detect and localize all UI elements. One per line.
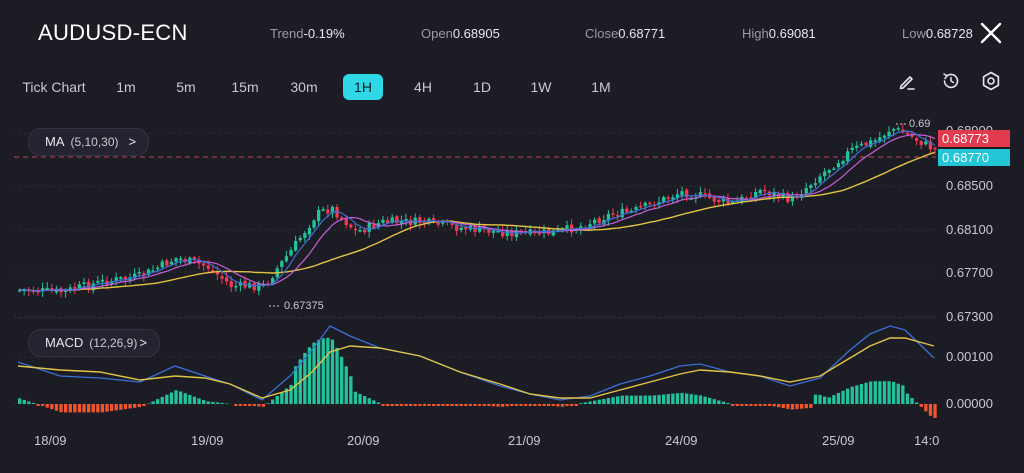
ma-indicator-pill[interactable]: MA (5,10,30) > <box>28 128 150 156</box>
ma30-line <box>19 151 936 292</box>
symbol-title: AUDUSD-ECN <box>38 20 188 45</box>
high-annotation: 0.69 <box>909 118 931 130</box>
close-icon[interactable] <box>978 20 1004 46</box>
low-annotation: 0.67375 <box>284 300 324 312</box>
price-axis-label: 0.68500 <box>946 178 993 193</box>
open-stat: Open0.68905 <box>421 26 500 41</box>
close-stat: Close0.68771 <box>585 26 665 41</box>
tab-1h[interactable]: 1H <box>343 74 383 100</box>
close-label: Close <box>585 26 619 41</box>
chevron-right-icon: > <box>128 134 137 149</box>
trend-stat: Trend-0.19% <box>270 26 345 41</box>
chevron-right-icon: > <box>139 335 147 350</box>
macd-name: MACD <box>45 335 84 350</box>
tab-5m[interactable]: 5m <box>176 79 196 95</box>
low-label: Low <box>902 26 926 41</box>
ma5-line <box>19 130 936 292</box>
draw-icon[interactable] <box>896 70 918 92</box>
time-axis-label: 25/09 <box>822 433 855 448</box>
close-value: 0.68771 <box>618 26 666 41</box>
open-label: Open <box>421 26 453 41</box>
low-value: 0.68728 <box>925 26 973 41</box>
time-axis-label: 19/09 <box>191 433 224 448</box>
timeframe-bar: Tick Chart 1m 5m 15m 30m 1H 4H 1D 1W 1M <box>0 74 700 102</box>
ma10-line <box>19 133 936 292</box>
grid-lines <box>14 132 936 405</box>
macd-indicator-pill[interactable]: MACD (12,26,9) > <box>28 329 160 357</box>
trend-value: -0.19% <box>303 26 345 41</box>
signal-line <box>17 337 935 399</box>
settings-icon[interactable] <box>980 70 1002 92</box>
tab-1w[interactable]: 1W <box>530 79 552 95</box>
time-axis-label: 24/09 <box>665 433 698 448</box>
last-price-tag: 0.68773 <box>938 130 1010 147</box>
macd-histogram <box>18 337 937 418</box>
chart-header: AUDUSD-ECN Trend-0.19% Open0.68905 Close… <box>0 0 1024 66</box>
macd-axis-label: 0.00100 <box>946 349 993 364</box>
clock-icon[interactable] <box>940 70 962 92</box>
tab-1m[interactable]: 1m <box>116 79 136 95</box>
current-price-tag: 0.68770 <box>938 149 1010 166</box>
tab-1m-month[interactable]: 1M <box>591 79 611 95</box>
macd-axis-label: 0.00000 <box>946 396 993 411</box>
price-axis-label: 0.67300 <box>946 309 993 324</box>
tab-4h[interactable]: 4H <box>414 79 432 95</box>
tab-15m[interactable]: 15m <box>231 79 259 95</box>
macd-line <box>17 325 935 401</box>
open-value: 0.68905 <box>452 26 500 41</box>
tab-tick-chart[interactable]: Tick Chart <box>22 79 86 95</box>
time-axis-label: 14:0 <box>914 433 940 448</box>
price-axis-label: 0.67700 <box>946 265 993 280</box>
high-label: High <box>742 26 769 41</box>
high-stat: High0.69081 <box>742 26 816 41</box>
ma-name: MA <box>45 134 65 149</box>
tab-1d[interactable]: 1D <box>473 79 491 95</box>
price-axis-label: 0.68100 <box>946 222 993 237</box>
ma-params: (5,10,30) <box>70 135 119 149</box>
trend-label: Trend <box>270 26 304 41</box>
high-value: 0.69081 <box>768 26 816 41</box>
time-axis-label: 18/09 <box>34 433 67 448</box>
macd-params: (12,26,9) <box>89 336 138 350</box>
tab-30m[interactable]: 30m <box>290 79 318 95</box>
low-stat: Low0.68728 <box>902 26 973 41</box>
time-axis-label: 21/09 <box>508 433 541 448</box>
time-axis-label: 20/09 <box>347 433 380 448</box>
